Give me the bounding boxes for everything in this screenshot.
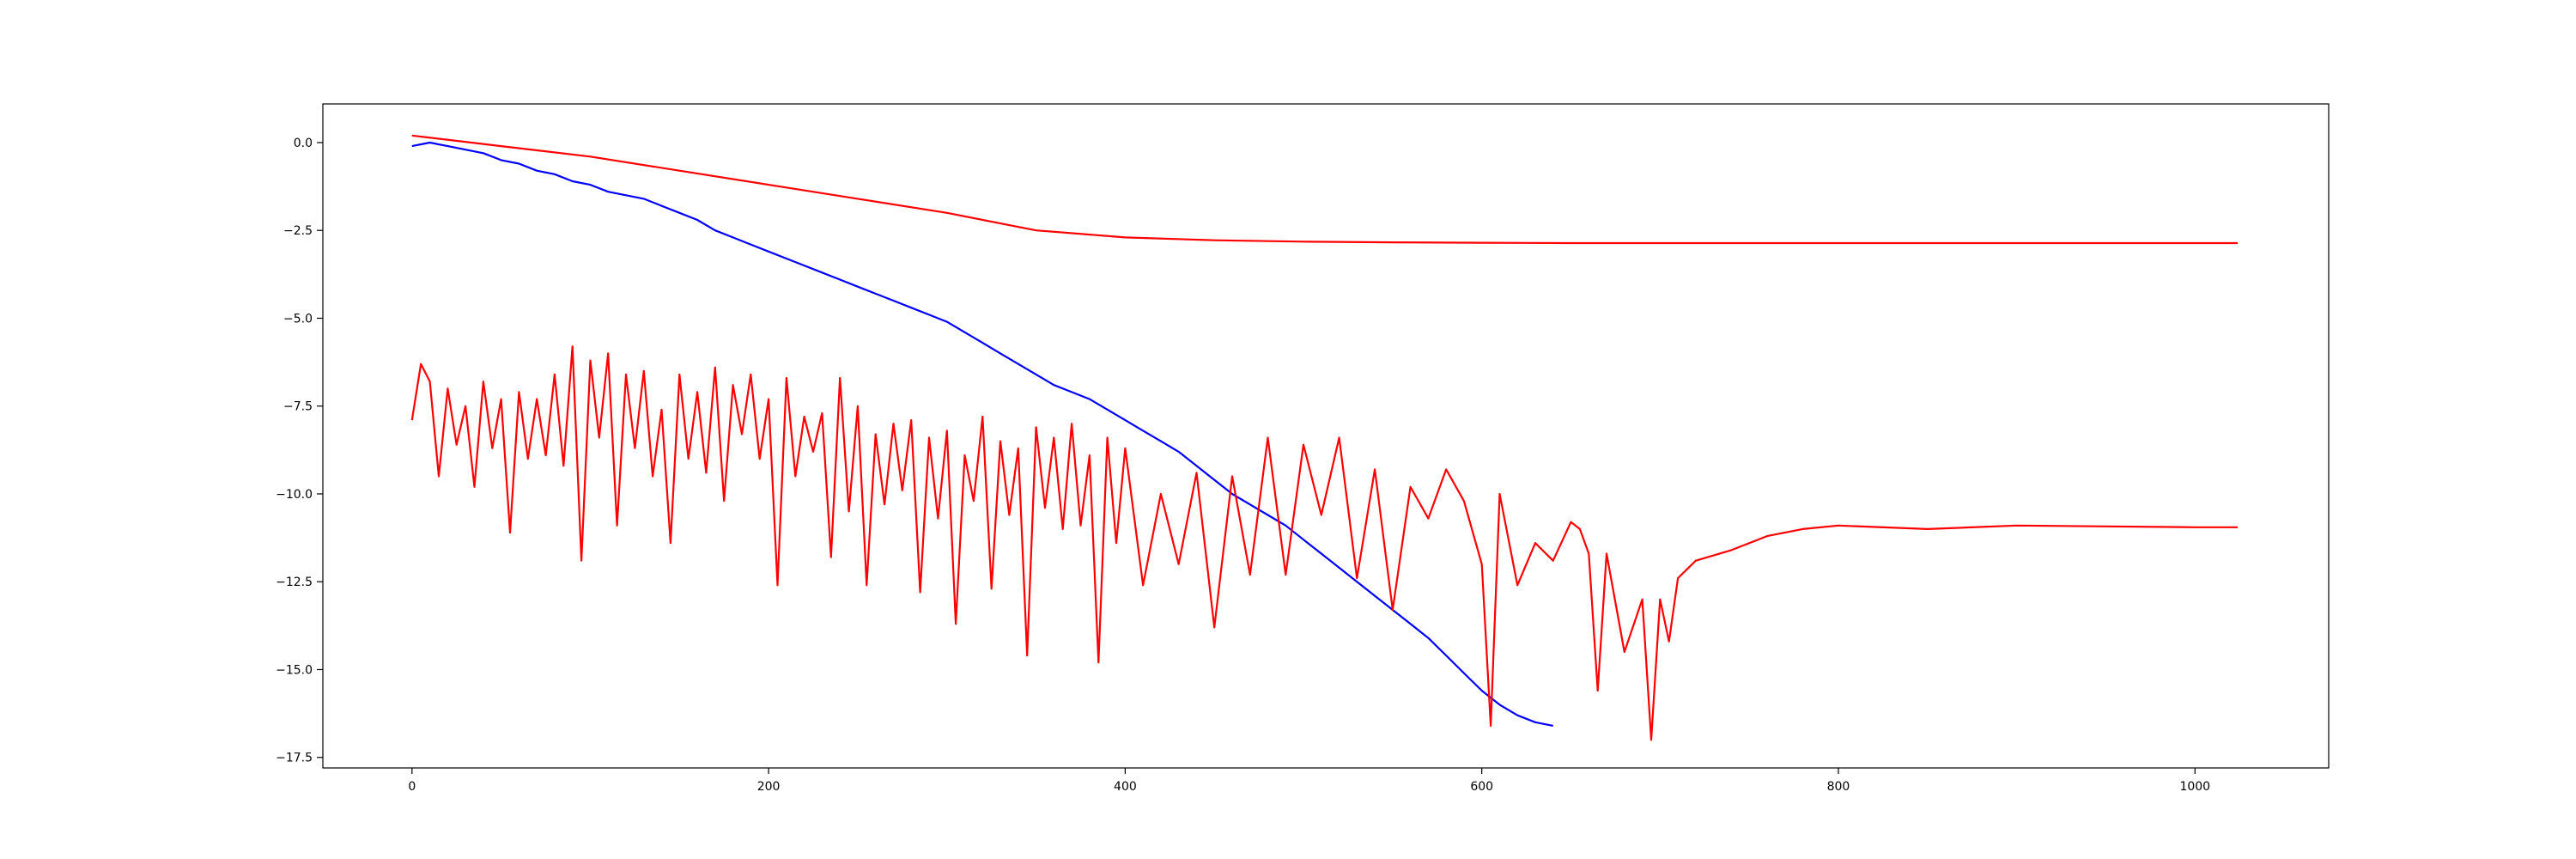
x-tick-label: 600 (1470, 780, 1493, 794)
y-tick-label: −10.0 (276, 488, 313, 502)
y-tick-label: 0.0 (294, 137, 313, 150)
y-tick-label: −12.5 (276, 576, 313, 589)
y-axis: 0.0 −2.5 −5.0 −7.5 −10.0 −12.5 −15.0 −17.5 (276, 137, 323, 765)
x-tick-label: 400 (1114, 780, 1137, 794)
plot-area (322, 103, 2330, 769)
series-line-2 (411, 134, 2239, 245)
series-line-3 (410, 345, 2239, 741)
x-tick-label: 0 (408, 780, 416, 794)
x-tick-label: 200 (757, 780, 781, 794)
series-line-1 (411, 141, 1553, 727)
x-axis: 0 200 400 600 800 1000 (408, 768, 2210, 794)
y-tick-label: −5.0 (283, 312, 313, 326)
y-tick-label: −2.5 (283, 224, 313, 238)
y-tick-label: −7.5 (283, 400, 313, 414)
y-tick-label: −17.5 (276, 752, 313, 765)
y-tick-label: −15.0 (276, 663, 313, 677)
x-tick-label: 800 (1827, 780, 1850, 794)
plot-frame (322, 103, 2330, 769)
x-tick-label: 1000 (2179, 780, 2210, 794)
series-layer (410, 134, 2239, 741)
